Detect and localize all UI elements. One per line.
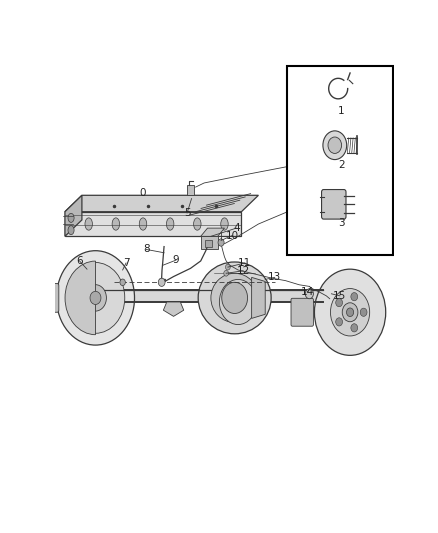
Circle shape (336, 318, 343, 326)
Polygon shape (65, 212, 241, 236)
Polygon shape (163, 302, 184, 317)
Circle shape (360, 308, 367, 317)
Circle shape (346, 308, 353, 317)
Text: 0: 0 (140, 188, 146, 198)
FancyBboxPatch shape (41, 284, 59, 312)
Polygon shape (65, 195, 82, 236)
Wedge shape (65, 261, 95, 335)
Text: 8: 8 (143, 245, 150, 254)
Ellipse shape (166, 218, 174, 230)
Polygon shape (201, 228, 224, 236)
Text: 3: 3 (338, 218, 345, 228)
Circle shape (85, 285, 106, 311)
Text: 14: 14 (301, 287, 314, 297)
Text: 1: 1 (338, 106, 345, 116)
Circle shape (351, 324, 358, 332)
Circle shape (218, 239, 224, 246)
Text: 10: 10 (226, 230, 239, 240)
Circle shape (222, 282, 247, 313)
Polygon shape (201, 236, 218, 249)
Ellipse shape (85, 218, 92, 230)
Circle shape (305, 289, 314, 298)
Ellipse shape (211, 273, 258, 322)
Bar (205, 240, 212, 247)
Circle shape (226, 264, 230, 270)
Circle shape (57, 251, 134, 345)
Circle shape (330, 288, 370, 336)
Ellipse shape (221, 218, 228, 230)
Ellipse shape (194, 218, 201, 230)
Ellipse shape (139, 218, 147, 230)
Text: 13: 13 (268, 272, 281, 282)
Polygon shape (187, 185, 194, 195)
Ellipse shape (198, 262, 271, 334)
Text: 4: 4 (233, 223, 240, 233)
FancyBboxPatch shape (321, 190, 346, 219)
Circle shape (219, 279, 257, 325)
Ellipse shape (68, 213, 74, 222)
Text: 11: 11 (238, 258, 251, 268)
Circle shape (90, 292, 101, 304)
Text: 6: 6 (76, 256, 83, 266)
Circle shape (351, 293, 358, 301)
Circle shape (66, 262, 125, 333)
Circle shape (323, 131, 346, 159)
Text: 9: 9 (173, 255, 179, 265)
Text: 12: 12 (237, 266, 250, 276)
Ellipse shape (112, 218, 120, 230)
Polygon shape (65, 195, 258, 212)
Circle shape (328, 137, 342, 154)
Polygon shape (84, 290, 323, 302)
Circle shape (120, 279, 125, 286)
Circle shape (336, 298, 343, 306)
Ellipse shape (68, 225, 74, 235)
FancyBboxPatch shape (291, 298, 314, 326)
Circle shape (158, 278, 165, 286)
Circle shape (224, 270, 229, 276)
Circle shape (314, 269, 386, 356)
Text: 15: 15 (333, 291, 346, 301)
Circle shape (342, 303, 358, 322)
Text: 7: 7 (123, 258, 129, 268)
Polygon shape (251, 277, 265, 318)
Text: 5: 5 (184, 208, 191, 218)
Bar (287, 66, 392, 255)
Text: 2: 2 (338, 159, 345, 169)
